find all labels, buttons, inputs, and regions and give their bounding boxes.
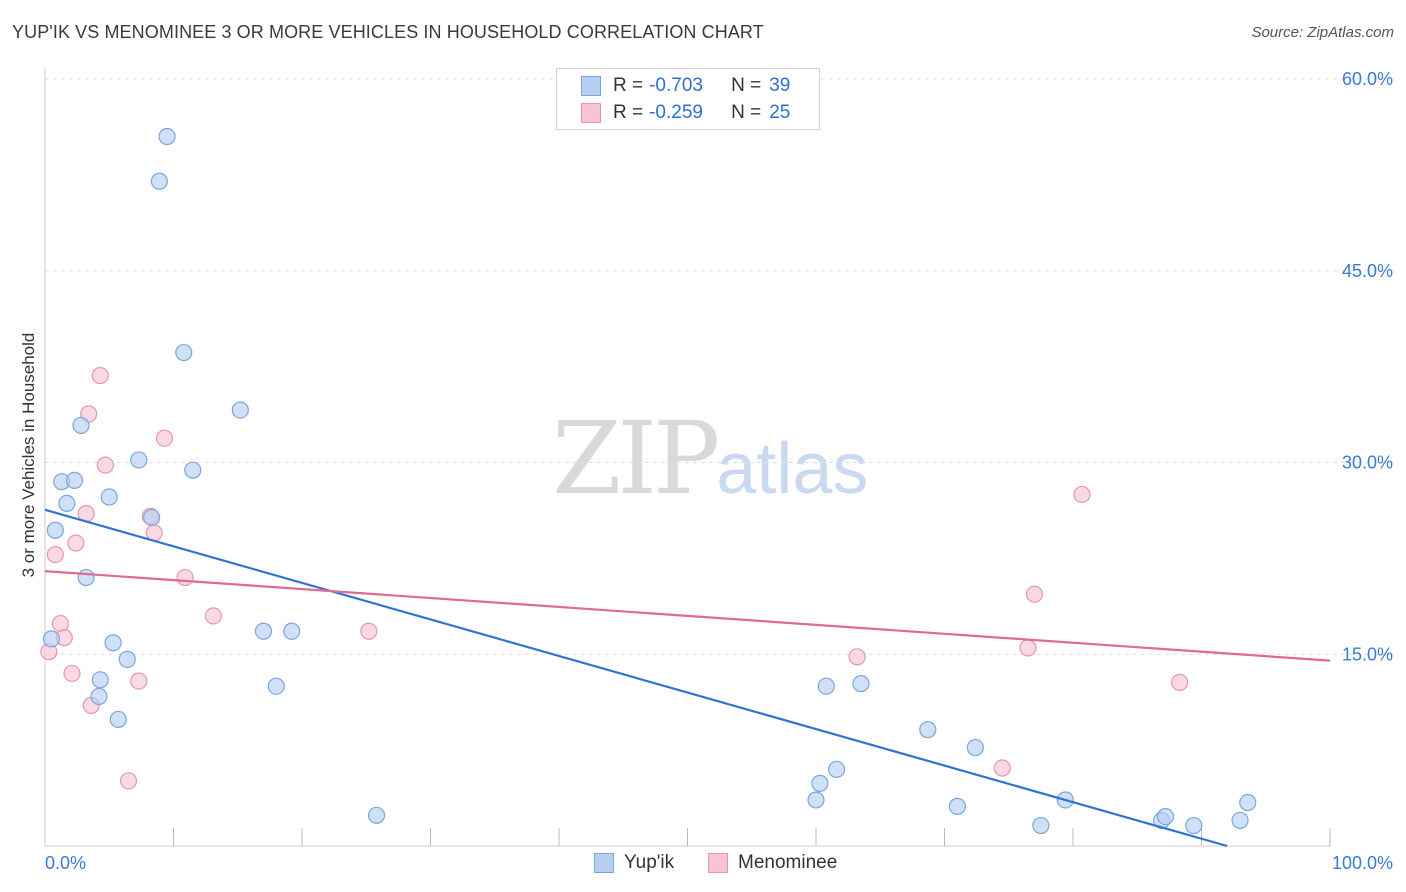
menominee-point [91, 366, 109, 385]
yupik-trend-line [44, 508, 1228, 848]
menominee-point [46, 545, 64, 564]
menominee-point [1073, 485, 1091, 504]
yupik-point [130, 451, 148, 469]
menominee-trend-line [44, 570, 1331, 662]
menominee-point [1025, 585, 1044, 603]
chart-title: YUP'IK VS MENOMINEE 3 OR MORE VEHICLES I… [12, 22, 764, 42]
yupik-point [1239, 793, 1257, 812]
yupik-point [100, 488, 118, 506]
series-legend: Yup'ik Menominee [0, 852, 1406, 878]
yupik-point [1156, 807, 1175, 826]
yupik-point [109, 710, 127, 729]
y-tick-label: 60.0% [1342, 69, 1393, 89]
yupik-point [267, 677, 285, 695]
yupik-point [65, 471, 84, 489]
yupik-point [72, 416, 90, 435]
yupik-point [852, 675, 870, 693]
correlation-legend: R = -0.703 N = 39 R = -0.259 N = 25 [556, 68, 820, 130]
r-value: -0.703 [649, 75, 703, 96]
legend-row-yupik: R = -0.703 N = 39 [581, 73, 790, 99]
n-label: N = [731, 102, 762, 123]
source-credit: Source: ZipAtlas.com [1251, 24, 1394, 41]
menominee-point [204, 607, 222, 625]
n-value: 39 [769, 75, 791, 96]
yupik-point [254, 622, 273, 640]
y-tick-label: 15.0% [1342, 644, 1393, 664]
yupik-point [1032, 816, 1050, 835]
legend-label-menominee: Menominee [738, 852, 838, 873]
yupik-point [104, 634, 122, 652]
legend-swatch-yupik [594, 853, 614, 873]
yupik-point [118, 650, 136, 668]
x-tick-label: 100.0% [1332, 853, 1393, 873]
legend-row-menominee: R = -0.259 N = 25 [581, 100, 790, 126]
r-value: -0.259 [649, 102, 703, 123]
menominee-point [155, 429, 174, 447]
yupik-point [77, 568, 95, 587]
yupik-point [58, 494, 76, 513]
yupik-point [811, 774, 829, 792]
watermark-atlas: atlas [716, 429, 869, 509]
n-label: N = [731, 75, 762, 96]
menominee-point [1019, 639, 1037, 657]
legend-swatch-menominee [708, 853, 728, 873]
yupik-point [175, 343, 193, 362]
menominee-point [360, 622, 378, 640]
legend-swatch-yupik [581, 76, 601, 96]
yupik-point [42, 630, 61, 648]
menominee-point [130, 672, 148, 690]
yupik-point [46, 521, 64, 539]
menominee-point [51, 614, 70, 633]
legend-item-yupik[interactable]: Yup'ik [594, 852, 674, 874]
yupik-point [150, 172, 168, 190]
yupik-point [966, 738, 984, 757]
r-label: R = [613, 75, 644, 96]
menominee-point [1171, 673, 1189, 691]
y-tick-label: 45.0% [1342, 261, 1393, 281]
yupik-point [231, 401, 249, 419]
n-value: 25 [769, 102, 791, 123]
menominee-point [176, 568, 194, 587]
yupik-point [1231, 811, 1249, 830]
legend-swatch-menominee [581, 103, 601, 123]
menominee-point [119, 772, 138, 790]
watermark: ZIPatlas [552, 400, 868, 517]
legend-label-yupik: Yup'ik [624, 852, 675, 873]
watermark-zip: ZIP [552, 400, 720, 517]
menominee-point [67, 534, 85, 552]
yupik-point [158, 127, 176, 146]
y-tick-label: 30.0% [1342, 453, 1393, 473]
yupik-point [367, 806, 386, 824]
yupik-point [143, 508, 161, 527]
yupik-point [948, 797, 966, 815]
yupik-point [919, 721, 937, 739]
yupik-point [817, 677, 835, 695]
menominee-point [993, 759, 1011, 777]
yupik-point [90, 687, 108, 706]
menominee-point [63, 664, 81, 683]
yupik-point [807, 791, 825, 809]
x-tick-label: 0.0% [45, 853, 86, 873]
r-label: R = [613, 102, 644, 123]
yupik-point [184, 461, 202, 479]
menominee-point [96, 456, 114, 474]
legend-item-menominee[interactable]: Menominee [708, 852, 837, 874]
yupik-point [283, 622, 301, 640]
yupik-point [827, 760, 846, 778]
menominee-point [848, 648, 866, 666]
yupik-point [1185, 816, 1203, 835]
yupik-point [91, 671, 109, 689]
